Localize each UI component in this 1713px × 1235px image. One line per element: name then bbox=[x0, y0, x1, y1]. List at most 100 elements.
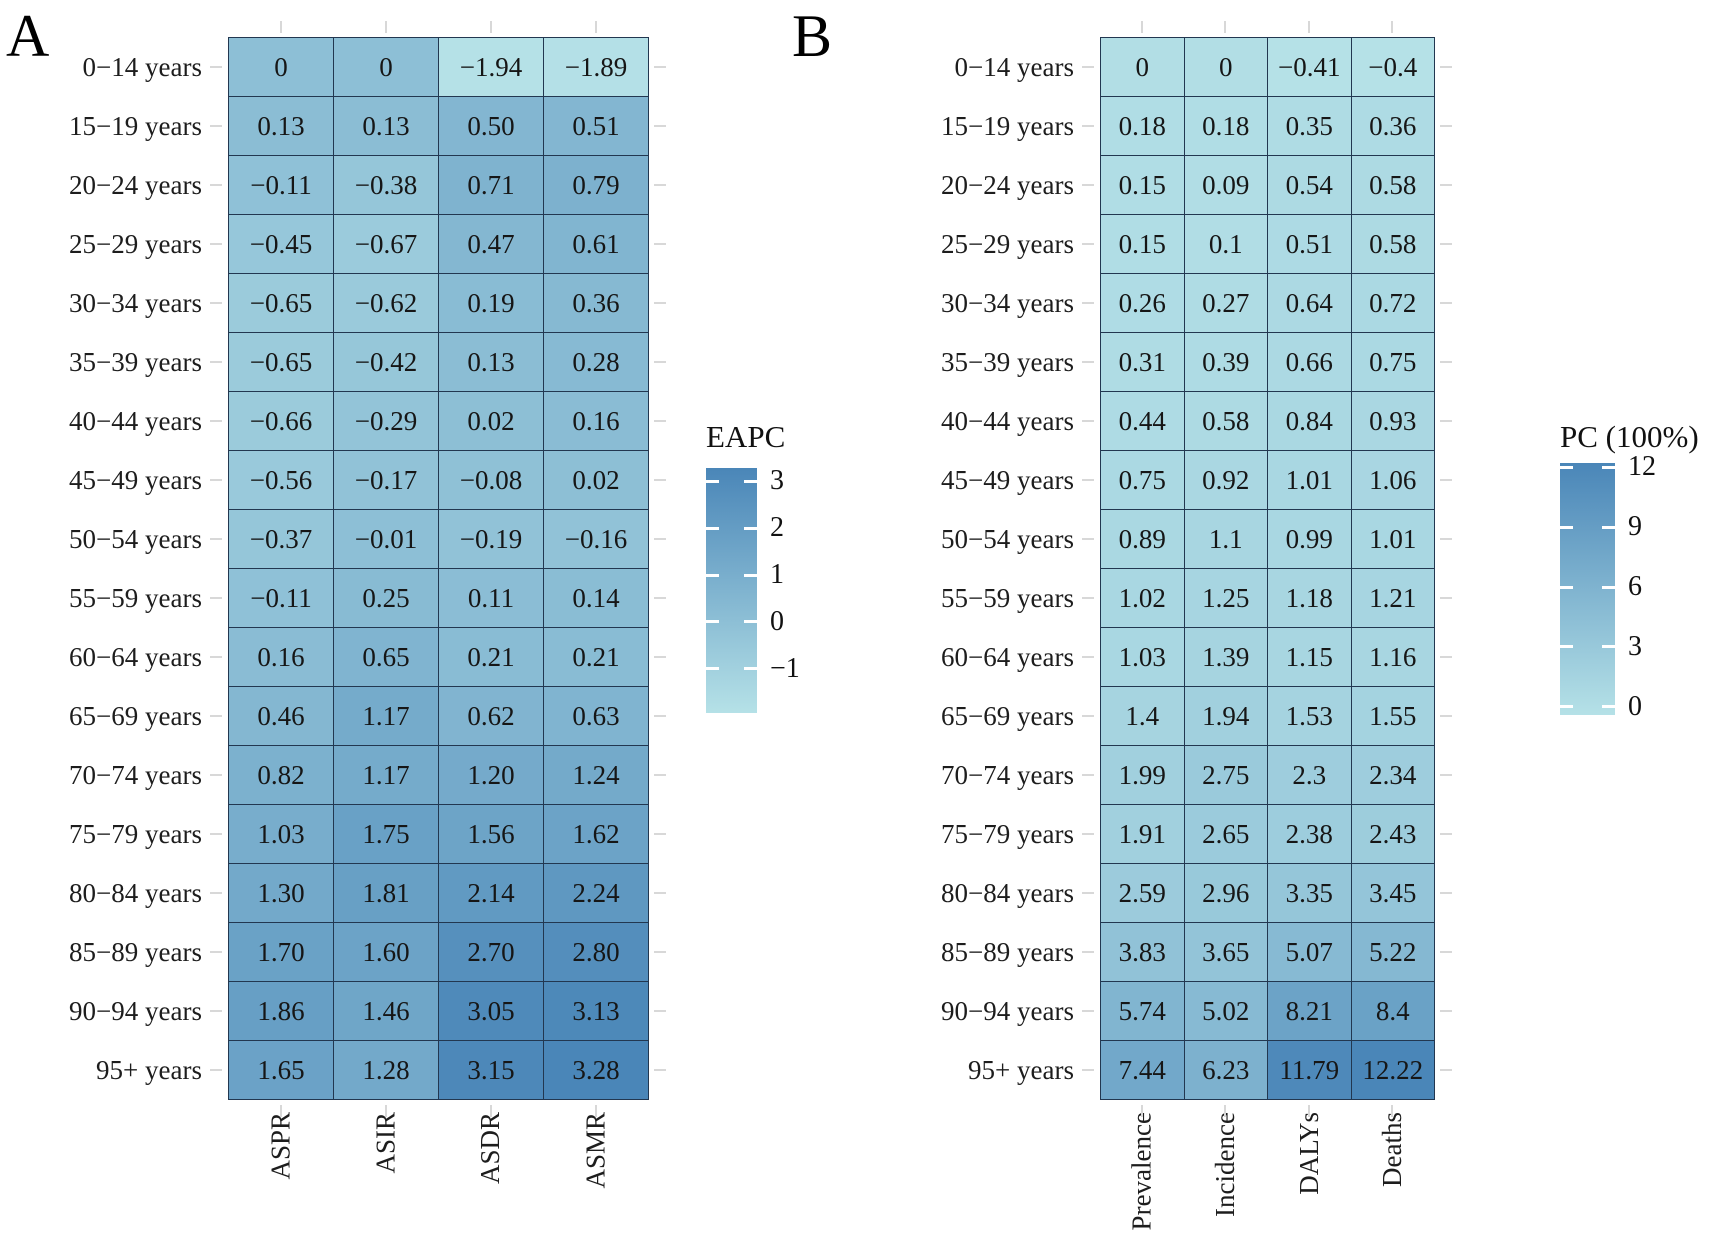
axis-tick bbox=[210, 714, 222, 717]
legend-tick-mark bbox=[1602, 465, 1615, 469]
heatmap-cell: −0.38 bbox=[334, 156, 439, 215]
axis-tick bbox=[1082, 65, 1094, 68]
column-label: ASPR bbox=[265, 1112, 296, 1180]
axis-tick bbox=[210, 183, 222, 186]
column-label: Deaths bbox=[1377, 1112, 1408, 1187]
heatmap-cell: 2.96 bbox=[1184, 864, 1268, 923]
panel-b-label: B bbox=[792, 3, 833, 69]
legend-tick-label: 3 bbox=[1628, 630, 1642, 662]
axis-tick bbox=[210, 301, 222, 304]
heatmap-cell: 0.36 bbox=[1351, 97, 1435, 156]
axis-tick bbox=[1082, 832, 1094, 835]
axis-tick bbox=[1440, 773, 1452, 776]
axis-tick bbox=[210, 1068, 222, 1071]
heatmap-cell: −1.89 bbox=[544, 38, 649, 97]
heatmap-cell: 0.72 bbox=[1351, 274, 1435, 333]
heatmap-grid-b: 0 0 −0.41 −0.4 0.18 0.18 0.35 0.36 0.15 0.09 0.54 0… bbox=[1100, 37, 1435, 1100]
heatmap-cell: 1.70 bbox=[229, 923, 334, 982]
axis-tick bbox=[210, 773, 222, 776]
axis-tick bbox=[1307, 1105, 1310, 1117]
heatmap-cell: −0.56 bbox=[229, 451, 334, 510]
axis-tick bbox=[1082, 714, 1094, 717]
axis-tick bbox=[1140, 21, 1143, 33]
legend-tick-label: 2 bbox=[770, 512, 784, 544]
heatmap-cell: 1.30 bbox=[229, 864, 334, 923]
heatmap-cell: −0.67 bbox=[334, 215, 439, 274]
heatmap-cell: 1.28 bbox=[334, 1041, 439, 1100]
heatmap-cell: 0 bbox=[229, 38, 334, 97]
axis-tick bbox=[654, 1009, 666, 1012]
heatmap-cell: 5.74 bbox=[1101, 982, 1185, 1041]
legend-tick-mark bbox=[1560, 705, 1573, 709]
axis-tick bbox=[279, 21, 282, 33]
heatmap-cell: 1.99 bbox=[1101, 746, 1185, 805]
heatmap-cell: 1.17 bbox=[334, 746, 439, 805]
heatmap-cell: 1.03 bbox=[1101, 628, 1185, 687]
row-label: 0−14 years bbox=[954, 51, 1074, 82]
axis-tick bbox=[654, 419, 666, 422]
heatmap-cell: 0.28 bbox=[544, 333, 649, 392]
heatmap-cell: 2.65 bbox=[1184, 805, 1268, 864]
heatmap-cell: 0.75 bbox=[1351, 333, 1435, 392]
axis-tick bbox=[1440, 655, 1452, 658]
row-label: 25−29 years bbox=[69, 228, 202, 259]
heatmap-cell: 1.56 bbox=[439, 805, 544, 864]
axis-tick bbox=[1082, 124, 1094, 127]
legend-tick-label: 12 bbox=[1628, 451, 1656, 483]
axis-tick bbox=[210, 950, 222, 953]
axis-tick bbox=[489, 21, 492, 33]
legend-tick-mark bbox=[706, 573, 719, 577]
row-label: 60−64 years bbox=[69, 641, 202, 672]
axis-tick bbox=[1440, 1068, 1452, 1071]
heatmap-cell: 8.4 bbox=[1351, 982, 1435, 1041]
axis-tick bbox=[654, 832, 666, 835]
heatmap-cell: −0.19 bbox=[439, 510, 544, 569]
heatmap-cell: 1.4 bbox=[1101, 687, 1185, 746]
row-label: 0−14 years bbox=[82, 51, 202, 82]
axis-tick bbox=[1440, 832, 1452, 835]
legend-tick-label: 0 bbox=[1628, 690, 1642, 722]
axis-tick bbox=[1440, 301, 1452, 304]
axis-tick bbox=[489, 1105, 492, 1117]
axis-tick bbox=[210, 360, 222, 363]
axis-tick bbox=[1440, 478, 1452, 481]
axis-tick bbox=[1082, 360, 1094, 363]
axis-tick bbox=[654, 360, 666, 363]
axis-tick bbox=[1082, 419, 1094, 422]
axis-tick bbox=[210, 891, 222, 894]
heatmap-cell: 0.16 bbox=[229, 628, 334, 687]
heatmap-cell: 0.92 bbox=[1184, 451, 1268, 510]
row-label: 75−79 years bbox=[941, 818, 1074, 849]
row-label: 70−74 years bbox=[941, 759, 1074, 790]
heatmap-cell: 0.51 bbox=[544, 97, 649, 156]
heatmap-cell: 1.02 bbox=[1101, 569, 1185, 628]
axis-tick bbox=[1307, 21, 1310, 33]
axis-tick bbox=[210, 832, 222, 835]
heatmap-cell: 1.25 bbox=[1184, 569, 1268, 628]
heatmap-cell: 0.89 bbox=[1101, 510, 1185, 569]
axis-tick bbox=[1082, 1009, 1094, 1012]
row-label: 40−44 years bbox=[69, 405, 202, 436]
row-label: 90−94 years bbox=[69, 995, 202, 1026]
heatmap-cell: 0.47 bbox=[439, 215, 544, 274]
row-label: 20−24 years bbox=[69, 169, 202, 200]
column-label: Incidence bbox=[1210, 1112, 1241, 1217]
legend-tick-mark bbox=[1602, 525, 1615, 529]
heatmap-cell: 1.65 bbox=[229, 1041, 334, 1100]
heatmap-cell: −0.62 bbox=[334, 274, 439, 333]
heatmap-cell: 0.11 bbox=[439, 569, 544, 628]
axis-tick bbox=[654, 1068, 666, 1071]
legend-tick-label: 1 bbox=[770, 559, 784, 590]
axis-tick bbox=[210, 419, 222, 422]
heatmap-cell: 1.16 bbox=[1351, 628, 1435, 687]
legend-tick-mark bbox=[1602, 585, 1615, 589]
heatmap-cell: 1.94 bbox=[1184, 687, 1268, 746]
heatmap-cell: 2.3 bbox=[1268, 746, 1352, 805]
heatmap-cell: 5.07 bbox=[1268, 923, 1352, 982]
legend-colorbar bbox=[1560, 463, 1615, 715]
axis-tick bbox=[1140, 1105, 1143, 1117]
axis-tick bbox=[1440, 714, 1452, 717]
legend-tick-mark bbox=[1560, 585, 1573, 589]
heatmap-cell: 0.84 bbox=[1268, 392, 1352, 451]
axis-tick bbox=[384, 21, 387, 33]
